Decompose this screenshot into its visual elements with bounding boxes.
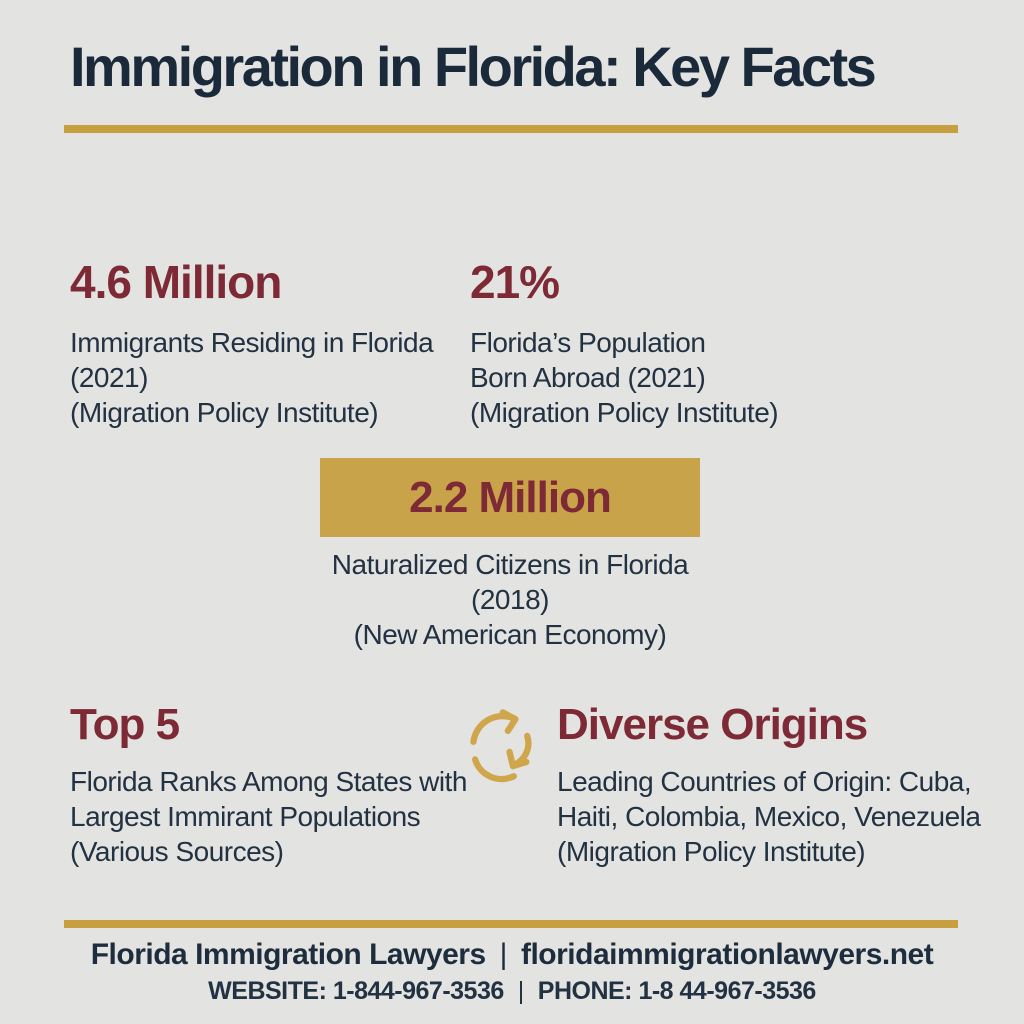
stat-top5-value: Top 5 bbox=[70, 700, 180, 749]
footer-contact-line: WEBSITE: 1-844-967-3536 | PHONE: 1-8 44-96… bbox=[0, 977, 1024, 1006]
stat-immigrants-desc-line2: (2021) bbox=[70, 362, 148, 393]
stat-diverse-origins-value: Diverse Origins bbox=[557, 700, 868, 749]
stat-immigrants-source: (Migration Policy Institute) bbox=[70, 397, 379, 428]
stat-immigrants-value: 4.6 Million bbox=[70, 256, 282, 308]
footer-separator: | bbox=[499, 938, 508, 971]
stat-naturalized-desc-line1: Naturalized Citizens in Florida bbox=[331, 549, 689, 580]
footer-separator-2: | bbox=[517, 977, 525, 1005]
top-divider bbox=[64, 125, 958, 133]
stat-diverse-origins-text: Diverse Origins Leading Countries of Ori… bbox=[557, 700, 981, 869]
page-title: Immigration in Florida: Key Facts bbox=[70, 35, 877, 98]
stat-born-abroad-source: (Migration Policy Institute) bbox=[470, 397, 779, 428]
stat-naturalized-source: (New American Economy) bbox=[353, 619, 667, 650]
stat-diverse-origins-desc-line2: Haiti, Colombia, Mexico, Venezuela bbox=[557, 801, 981, 832]
stat-diverse-origins-source: (Migration Policy Institute) bbox=[557, 836, 866, 867]
bottom-divider bbox=[64, 920, 958, 928]
stat-diverse-origins-desc-line1: Leading Countries of Origin: Cuba, bbox=[557, 766, 972, 797]
footer-website-label: WEBSITE: bbox=[208, 977, 327, 1005]
stat-top5-desc-line1: Florida Ranks Among States with bbox=[70, 766, 467, 797]
footer-brand: Florida Immigration Lawyers bbox=[90, 938, 486, 971]
footer-phone-value: 1-8 44-967-3536 bbox=[638, 977, 816, 1005]
stat-born-abroad: 21% Florida’s Population Born Abroad (20… bbox=[470, 255, 890, 430]
footer-brand-line: Florida Immigration Lawyers | floridaimmig… bbox=[0, 938, 1024, 972]
stat-naturalized-desc-line2: (2018) bbox=[471, 584, 549, 615]
cycle-arrows-icon bbox=[470, 709, 532, 783]
stat-diverse-origins: Diverse Origins Leading Countries of Ori… bbox=[460, 700, 981, 869]
stat-naturalized-description: Naturalized Citizens in Florida (2018) (… bbox=[237, 547, 783, 652]
stat-born-abroad-value: 21% bbox=[470, 256, 560, 308]
stat-top5: Top 5 Florida Ranks Among States with La… bbox=[70, 700, 490, 869]
stat-born-abroad-desc-line1: Florida’s Population bbox=[470, 327, 706, 358]
stat-immigrants-desc-line1: Immigrants Residing in Florida bbox=[70, 327, 434, 358]
footer-website-value: 1-844-967-3536 bbox=[332, 977, 504, 1005]
stat-immigrants: 4.6 Million Immigrants Residing in Flori… bbox=[70, 255, 490, 430]
footer-phone-label: PHONE: bbox=[537, 977, 633, 1005]
stat-born-abroad-desc-line2: Born Abroad (2021) bbox=[470, 362, 706, 393]
stat-top5-source: (Various Sources) bbox=[70, 836, 284, 867]
stat-naturalized-highlight-box: 2.2 Million bbox=[320, 458, 700, 537]
footer-domain: floridaimmigrationlawyers.net bbox=[520, 938, 934, 971]
stat-naturalized-value: 2.2 Million bbox=[409, 472, 612, 522]
stat-top5-desc-line2: Largest Immirant Populations bbox=[70, 801, 421, 832]
